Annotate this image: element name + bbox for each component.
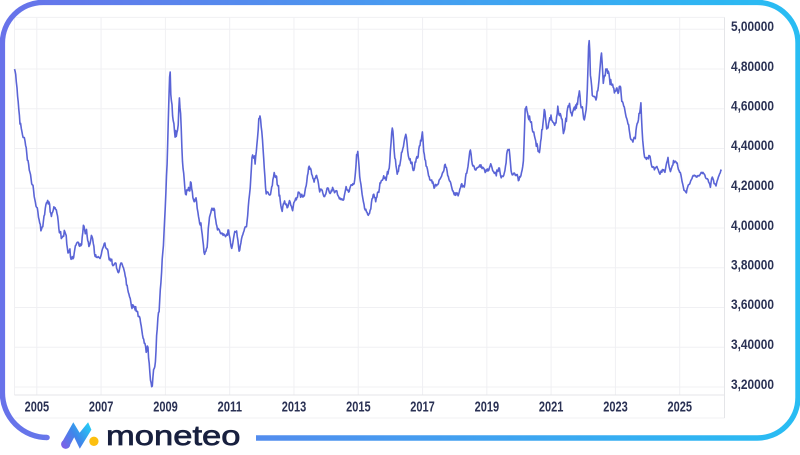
svg-text:2007: 2007 [89,398,114,415]
svg-text:4,20000: 4,20000 [731,177,774,193]
svg-text:2019: 2019 [475,398,500,415]
svg-text:2023: 2023 [603,398,628,415]
svg-text:2025: 2025 [668,398,693,415]
svg-text:5,00000: 5,00000 [731,18,774,34]
svg-text:3,80000: 3,80000 [731,257,774,273]
svg-text:3,60000: 3,60000 [731,296,774,312]
svg-text:2009: 2009 [153,398,178,415]
svg-text:2015: 2015 [346,398,371,415]
svg-text:2011: 2011 [218,398,243,415]
svg-text:2017: 2017 [410,398,435,415]
svg-text:moneteo: moneteo [106,420,241,450]
svg-text:4,80000: 4,80000 [731,58,774,74]
svg-text:4,60000: 4,60000 [731,98,774,114]
svg-text:2021: 2021 [539,398,564,415]
svg-text:2013: 2013 [282,398,307,415]
svg-text:3,20000: 3,20000 [731,376,774,392]
svg-text:2005: 2005 [25,398,49,415]
svg-text:4,40000: 4,40000 [731,137,774,153]
svg-text:3,40000: 3,40000 [731,336,774,352]
svg-text:4,00000: 4,00000 [731,217,774,233]
